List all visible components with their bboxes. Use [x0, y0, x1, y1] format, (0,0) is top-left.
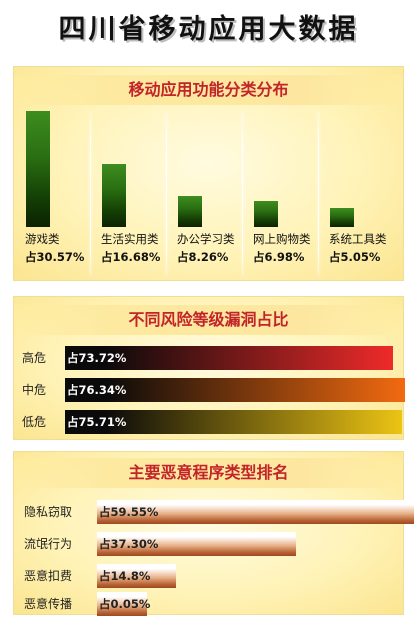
bar [65, 378, 405, 402]
category-label: 网上购物类 [253, 232, 311, 246]
value-label: 占6.98% [253, 250, 305, 264]
bar [65, 346, 394, 370]
value-label: 占73.72% [67, 351, 127, 365]
value-label: 占0.05% [99, 597, 151, 611]
malware-chart-title: 主要恶意程序类型排名 [128, 463, 289, 482]
category-label: 中危 [22, 383, 47, 397]
panel-title-bar [14, 75, 403, 105]
column-divider [90, 111, 91, 276]
category-label: 低危 [22, 415, 47, 429]
category-label: 生活实用类 [101, 232, 159, 246]
malware-ranking-panel: 主要恶意程序类型排名 隐私窃取 占59.55% 流氓行为 占37.30% 恶意扣费 占14… [13, 451, 414, 616]
risk-chart-title: 不同风险等级漏洞占比 [128, 310, 289, 329]
value-label: 占75.71% [67, 415, 127, 429]
category-label: 流氓行为 [24, 537, 73, 551]
category-label: 恶意扣费 [24, 569, 73, 583]
bar [97, 564, 176, 588]
panel-title-bar [14, 458, 403, 488]
panel-title-bar [14, 305, 403, 335]
column-divider [166, 111, 167, 276]
value-label: 占16.68% [101, 250, 161, 264]
value-label: 占14.8% [99, 569, 151, 583]
bar [254, 200, 278, 227]
bar [97, 592, 147, 616]
column-divider [242, 111, 243, 276]
column-divider [318, 111, 319, 276]
category-label: 恶意传播 [24, 597, 73, 611]
bar [178, 195, 202, 227]
value-label: 占76.34% [67, 383, 127, 397]
bar [102, 163, 126, 227]
value-label: 占59.55% [99, 505, 159, 519]
category-label: 系统工具类 [329, 232, 387, 246]
bar [330, 207, 354, 227]
category-label: 高危 [22, 351, 47, 365]
value-label: 占30.57% [25, 250, 85, 264]
bar [97, 532, 296, 556]
category-distribution-panel: 移动应用功能分类分布 游戏类占30.57% 生活实用类占16.68% 办公学习类占8… [13, 66, 404, 281]
category-label: 游戏类 [25, 232, 60, 246]
bar [97, 500, 414, 524]
category-label: 隐私窃取 [24, 505, 73, 519]
bar [65, 410, 403, 434]
value-label: 占5.05% [329, 250, 381, 264]
main-title: 四川省移动应用大数据 [58, 14, 359, 45]
bar [26, 111, 50, 227]
value-label: 占37.30% [99, 537, 159, 551]
category-chart-title: 移动应用功能分类分布 [128, 80, 289, 99]
value-label: 占8.26% [177, 250, 229, 264]
risk-level-panel: 不同风险等级漏洞占比 高危 占73.72% 中危 占76.34% 低危 占75.71% [13, 296, 405, 440]
category-label: 办公学习类 [177, 232, 235, 246]
